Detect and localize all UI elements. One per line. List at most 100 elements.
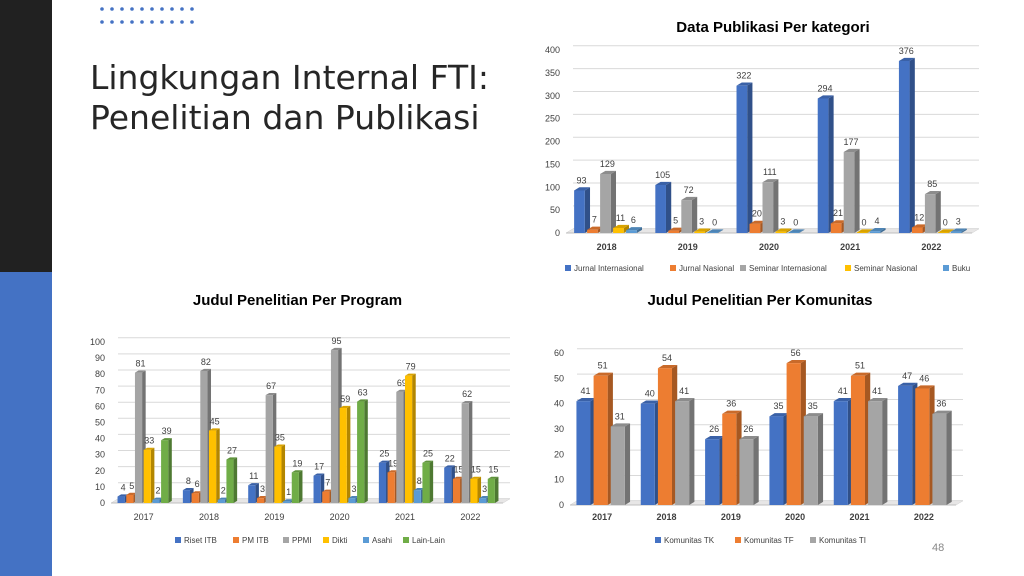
chart-program-bar-dikti xyxy=(143,447,155,503)
chart-komunitas-bar-top xyxy=(610,423,631,427)
chart-program-bar-front xyxy=(143,449,151,503)
chart-publikasi-y-tick-label: 350 xyxy=(545,68,560,78)
chart-komunitas-bar-top xyxy=(640,400,661,404)
chart-publikasi-data-label: 93 xyxy=(576,175,586,185)
chart-publikasi-bar-side xyxy=(909,57,915,233)
chart-publikasi-bar-side xyxy=(880,228,886,233)
chart-publikasi-bar-top xyxy=(749,220,766,224)
chart-komunitas-category-label: 2017 xyxy=(592,512,612,522)
chart-publikasi-data-label: 294 xyxy=(818,83,833,93)
chart-program-data-label: 59 xyxy=(340,394,350,404)
chart-program-legend-label: PPMI xyxy=(292,536,312,545)
chart-program-legend-swatch xyxy=(323,537,329,543)
chart-program-bar-top xyxy=(396,389,408,392)
chart-program-bar-top xyxy=(248,483,259,486)
chart-komunitas-data-label: 41 xyxy=(838,386,848,396)
chart-komunitas-bar-front xyxy=(722,413,737,505)
chart-program-bar-top xyxy=(217,497,229,500)
chart-program-data-label: 7 xyxy=(325,478,330,488)
chart-komunitas-bar-komunitas-tf xyxy=(850,372,871,505)
chart-program-bar-lain-lain xyxy=(161,438,172,503)
chart-program-y-tick-label: 0 xyxy=(100,498,105,508)
chart-program-bar-front xyxy=(357,401,365,503)
chart-program-data-label: 19 xyxy=(388,458,398,468)
chart-program-bar-front xyxy=(117,496,125,503)
chart-publikasi-bar-top xyxy=(843,148,860,153)
chart-komunitas-bar-top xyxy=(675,397,695,402)
chart-komunitas-bar-top xyxy=(898,382,918,386)
chart-publikasi-data-label: 5 xyxy=(673,216,678,226)
chart-program-legend-swatch xyxy=(283,537,289,543)
chart-program-bar-front xyxy=(322,491,330,503)
chart-komunitas-bar-front xyxy=(868,401,883,505)
chart-program-bar-side xyxy=(477,476,482,503)
chart-komunitas-bar-top xyxy=(850,372,871,376)
chart-publikasi-legend-swatch xyxy=(943,265,949,271)
chart-publikasi-bar-jurnal-internasional xyxy=(898,57,915,234)
chart-program-bar-top xyxy=(200,368,212,371)
chart-publikasi-y-tick-label: 200 xyxy=(545,137,560,147)
chart-komunitas-bar-front xyxy=(576,401,591,505)
chart-publikasi-bar-top xyxy=(775,228,792,232)
chart-publikasi-bar-top xyxy=(681,196,698,201)
chart-publikasi-bar-side xyxy=(717,229,724,233)
chart-program-legend-label: Riset ITB xyxy=(184,536,217,545)
chart-program-bar-lain-lain xyxy=(487,476,499,503)
chart-program-data-label: 5 xyxy=(129,481,134,491)
chart-program-bar-top xyxy=(226,457,238,460)
chart-program-bar-top xyxy=(161,438,172,441)
chart-komunitas-bar-front xyxy=(833,401,848,505)
chart-program-bar-side xyxy=(346,405,351,503)
chart-program-data-label: 63 xyxy=(358,387,368,397)
chart-komunitas-bar-top xyxy=(576,397,596,402)
chart-publikasi-bar-front xyxy=(574,190,585,233)
chart-data-publikasi: Data Publikasi Per kategori0501001502002… xyxy=(545,19,980,273)
chart-publikasi-data-label: 0 xyxy=(712,217,717,227)
chart-program-bar-top xyxy=(452,476,464,479)
chart-program-bar-side xyxy=(494,476,499,503)
chart-program-data-label: 3 xyxy=(260,484,265,494)
chart-program-bar-front xyxy=(265,395,273,503)
chart-program-legend-label: PM ITB xyxy=(242,536,269,545)
chart-komunitas-bar-top xyxy=(915,385,935,389)
chart-program-category-label: 2020 xyxy=(330,512,350,522)
chart-program-y-tick-label: 20 xyxy=(95,466,105,476)
chart-program-bar-front xyxy=(339,408,347,503)
chart-program-data-label: 27 xyxy=(227,445,237,455)
chart-publikasi-bar-side xyxy=(747,82,753,233)
chart-program-bar-lain-lain xyxy=(226,457,238,503)
chart-komunitas-bar-komunitas-tf xyxy=(786,359,806,505)
chart-program-y-tick-label: 80 xyxy=(95,369,105,379)
chart-program-data-label: 15 xyxy=(488,465,498,475)
chart-publikasi-bar-top xyxy=(574,187,591,191)
chart-program-y-tick-label: 50 xyxy=(95,418,105,428)
chart-publikasi-data-label: 0 xyxy=(862,217,867,227)
chart-publikasi-bar-top xyxy=(668,227,685,231)
chart-program-data-label: 67 xyxy=(266,381,276,391)
chart-program-bar-top xyxy=(191,491,203,494)
chart-publikasi-bar-front xyxy=(843,152,855,233)
chart-publikasi-legend-swatch xyxy=(845,265,851,271)
chart-program-category-label: 2022 xyxy=(460,512,480,522)
chart-program-legend-swatch xyxy=(403,537,409,543)
chart-program-bar-top xyxy=(479,496,490,499)
chart-publikasi-bar-front xyxy=(749,223,761,233)
chart-program-bar-front xyxy=(487,478,495,503)
chart-program-bar-front xyxy=(313,475,321,503)
chart-program-bar-front xyxy=(348,498,356,503)
chart-program-bar-top xyxy=(413,487,425,491)
slide-title: Lingkungan Internal FTI: Penelitian dan … xyxy=(90,58,489,138)
chart-program-data-label: 19 xyxy=(292,458,302,468)
chart-publikasi-bar-front xyxy=(668,230,679,233)
chart-publikasi-bar-seminar-internasional xyxy=(681,196,698,233)
chart-publikasi-bar-front xyxy=(937,232,949,233)
chart-publikasi-bar-top xyxy=(898,57,915,61)
chart-program-bar-top xyxy=(422,460,434,463)
chart-komunitas-bar-komunitas-tk xyxy=(705,435,725,505)
chart-komunitas-bar-front xyxy=(803,416,818,505)
chart-komunitas-bar-front xyxy=(915,388,930,505)
chart-komunitas-bar-top xyxy=(833,397,854,402)
slide-title-line-1: Lingkungan Internal FTI: xyxy=(90,58,489,97)
chart-komunitas-data-label: 41 xyxy=(580,386,590,396)
chart-program-bar-top xyxy=(348,496,360,499)
